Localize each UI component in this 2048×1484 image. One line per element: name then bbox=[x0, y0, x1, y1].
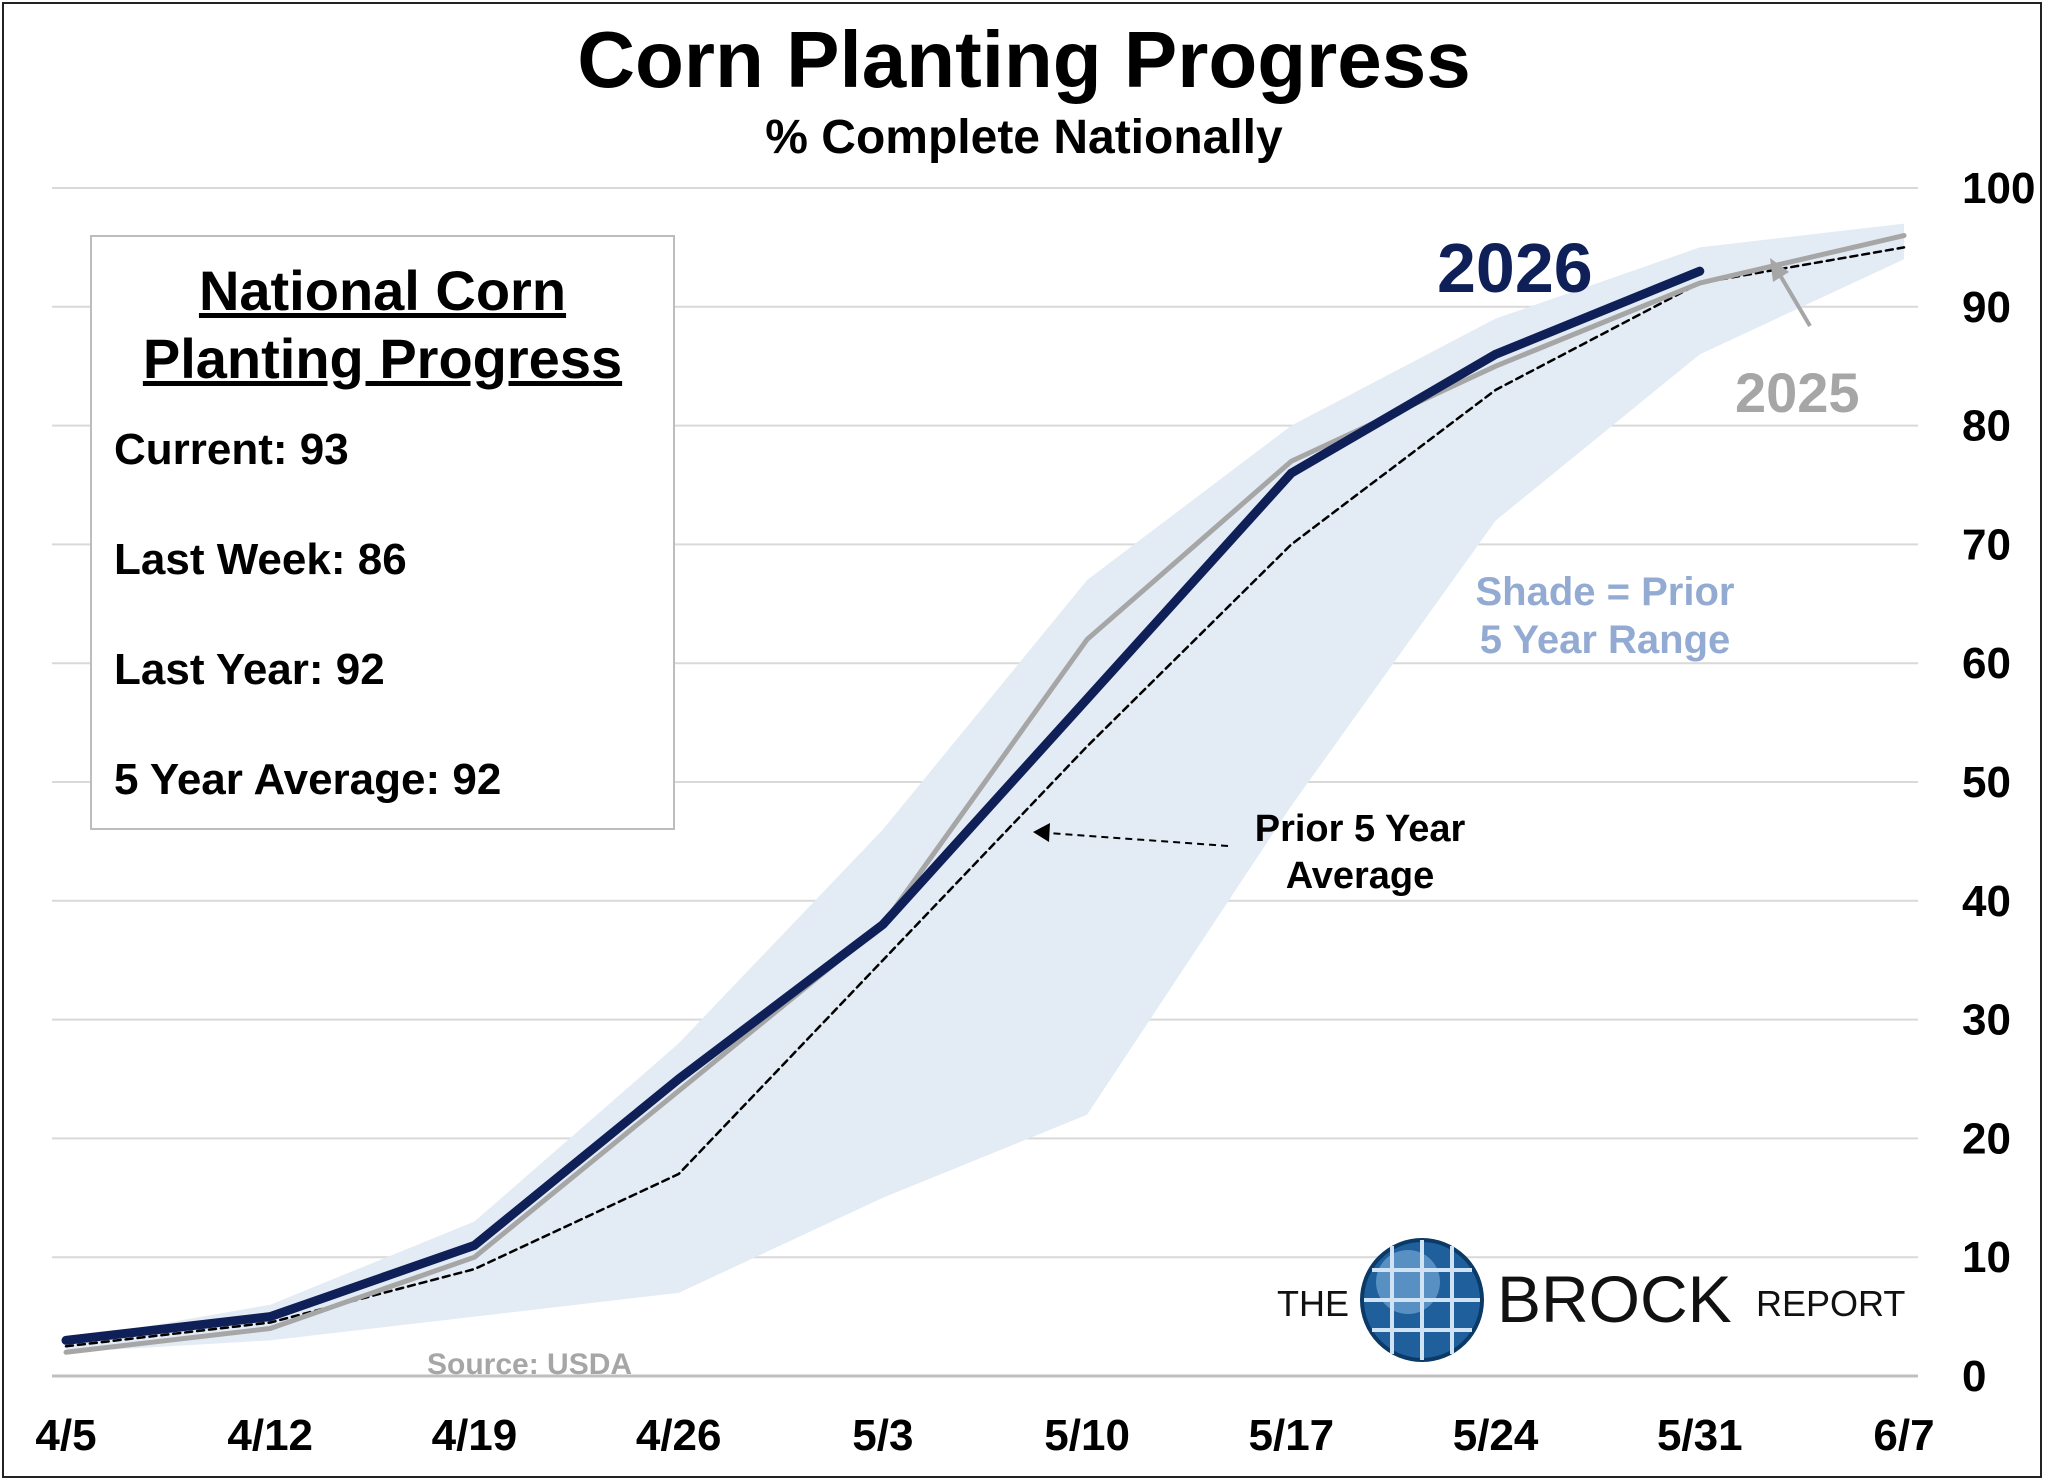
avg-note-line2: Average bbox=[1286, 855, 1435, 897]
info-box: National Corn Planting Progress Current:… bbox=[90, 235, 675, 830]
label-2025-pointer bbox=[1775, 268, 1812, 328]
shade-note-line2: 5 Year Range bbox=[1480, 618, 1731, 662]
avg-note-pointer bbox=[1047, 832, 1229, 847]
x-tick-label: 5/10 bbox=[1044, 1411, 1130, 1460]
range-band bbox=[66, 223, 1904, 1353]
info-box-title: National Corn Planting Progress bbox=[92, 257, 673, 393]
info-box-title-line1: National Corn bbox=[198, 259, 567, 322]
series-line-2025 bbox=[63, 233, 1907, 1355]
y-tick-label: 70 bbox=[1962, 520, 2011, 569]
x-tick-label: 5/17 bbox=[1249, 1411, 1335, 1460]
y-tick-label: 10 bbox=[1962, 1233, 2011, 1282]
x-tick-label: 4/12 bbox=[227, 1411, 313, 1460]
x-tick-label: 4/5 bbox=[35, 1411, 96, 1460]
x-tick-label: 5/24 bbox=[1453, 1411, 1539, 1460]
x-tick-label: 6/7 bbox=[1873, 1411, 1934, 1460]
y-tick-label: 40 bbox=[1962, 877, 2011, 926]
range-band-area bbox=[66, 223, 1904, 1353]
y-tick-label: 0 bbox=[1962, 1352, 1986, 1401]
series-line-prior-5-year-average bbox=[64, 246, 1906, 1348]
y-tick-label: 50 bbox=[1962, 758, 2011, 807]
chart-title: Corn Planting Progress bbox=[577, 15, 1471, 104]
x-tick-label: 5/31 bbox=[1657, 1411, 1743, 1460]
info-last-week: Last Week: 86 bbox=[114, 535, 407, 584]
y-axis-ticks: 0 10 20 30 40 50 60 70 80 90 100 bbox=[1962, 164, 2035, 1401]
info-last-year: Last Year: 92 bbox=[114, 645, 385, 694]
logo-report: REPORT bbox=[1756, 1283, 1905, 1324]
avg-note-line1: Prior 5 Year bbox=[1255, 808, 1466, 850]
y-tick-label: 60 bbox=[1962, 639, 2011, 688]
brock-report-logo: THE BROCK REPORT bbox=[1277, 1238, 1905, 1362]
label-2025-arrowhead bbox=[1770, 258, 1789, 282]
y-tick-label: 90 bbox=[1962, 283, 2011, 332]
logo-brock: BROCK bbox=[1497, 1262, 1732, 1336]
chart-subtitle: % Complete Nationally bbox=[765, 111, 1283, 164]
x-tick-label: 5/3 bbox=[852, 1411, 913, 1460]
info-five-year-average: 5 Year Average: 92 bbox=[114, 755, 502, 804]
x-tick-label: 4/26 bbox=[636, 1411, 722, 1460]
label-2025: 2025 bbox=[1735, 361, 1860, 424]
y-tick-label: 80 bbox=[1962, 402, 2011, 451]
globe-icon bbox=[1360, 1238, 1484, 1362]
info-current: Current: 93 bbox=[114, 425, 349, 474]
x-axis-ticks: 4/5 4/12 4/19 4/26 5/3 5/10 5/17 5/24 5/31 6/7 bbox=[35, 1411, 1934, 1460]
avg-note-arrowhead bbox=[1033, 823, 1050, 842]
logo-the: THE bbox=[1277, 1283, 1349, 1324]
y-tick-label: 100 bbox=[1962, 164, 2035, 213]
source-note: Source: USDA bbox=[427, 1348, 632, 1381]
shade-note-line1: Shade = Prior bbox=[1476, 570, 1735, 614]
info-box-title-line2: Planting Progress bbox=[142, 327, 623, 390]
x-tick-label: 4/19 bbox=[432, 1411, 518, 1460]
y-tick-label: 30 bbox=[1962, 996, 2011, 1045]
series-lines bbox=[61, 233, 1907, 1355]
label-2026: 2026 bbox=[1437, 229, 1593, 307]
series-line-2026 bbox=[61, 266, 1705, 1345]
y-tick-label: 20 bbox=[1962, 1114, 2011, 1163]
